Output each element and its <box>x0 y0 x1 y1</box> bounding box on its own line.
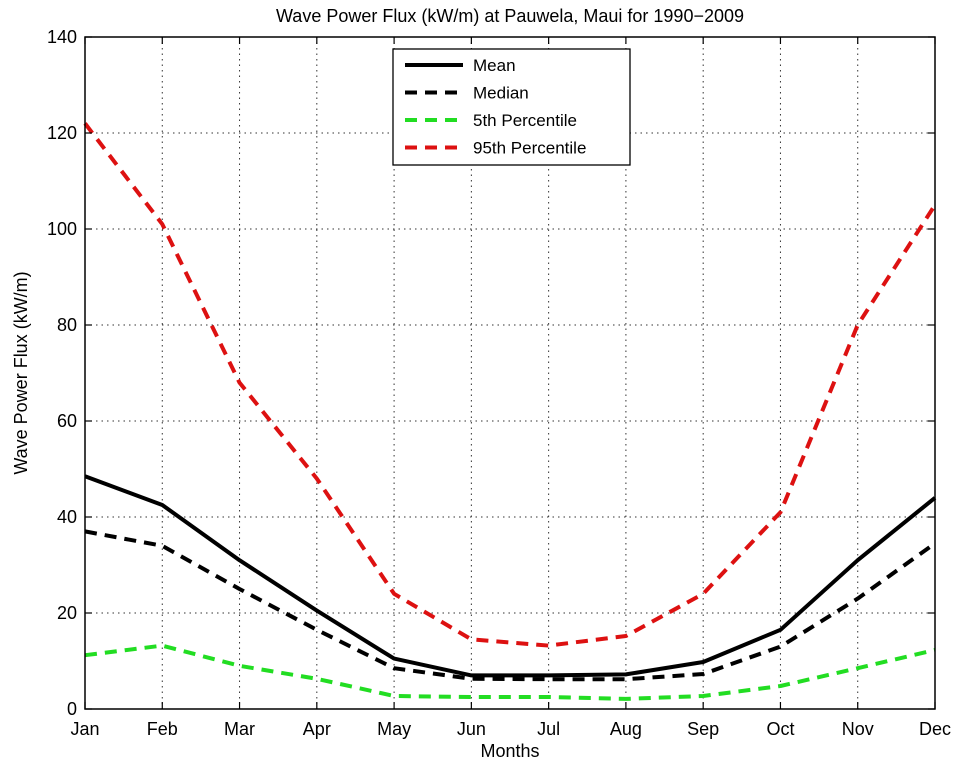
legend: Mean Median 5th Percentile 95th Percentile <box>392 48 631 166</box>
x-tick-label: Apr <box>303 719 331 739</box>
x-tick-label: Jan <box>70 719 99 739</box>
grid <box>85 37 935 709</box>
x-tick-label: May <box>377 719 411 739</box>
legend-label: Median <box>473 84 529 103</box>
x-tick-label: Dec <box>919 719 951 739</box>
x-tick-label: Aug <box>610 719 642 739</box>
y-axis-label: Wave Power Flux (kW/m) <box>11 271 31 474</box>
series-line-median <box>84 529 937 682</box>
y-tick-label: 0 <box>67 699 77 719</box>
y-tick-label: 20 <box>57 603 77 623</box>
series-line-mean <box>84 474 937 678</box>
y-tick-label: 60 <box>57 411 77 431</box>
x-tick-label: Mar <box>224 719 255 739</box>
y-tick-label: 100 <box>47 219 77 239</box>
legend-label: Mean <box>473 56 516 75</box>
series-lines <box>83 122 937 701</box>
x-tick-label: Nov <box>842 719 874 739</box>
plot-frame <box>84 36 936 710</box>
chart-title: Wave Power Flux (kW/m) at Pauwela, Maui … <box>276 6 744 26</box>
legend-label: 95th Percentile <box>473 139 586 158</box>
y-tick-label: 140 <box>47 27 77 47</box>
series-line-5th-percentile <box>84 643 936 701</box>
x-tick-label: Jun <box>457 719 486 739</box>
x-axis-label: Months <box>480 741 539 761</box>
y-tick-label: 80 <box>57 315 77 335</box>
y-tick-label: 120 <box>47 123 77 143</box>
series-line-95th-percentile <box>83 122 937 648</box>
x-tick-label: Jul <box>537 719 560 739</box>
x-tick-label: Oct <box>766 719 794 739</box>
axis-ticks: Jan Feb Mar Apr May Jun Jul Aug Sep Oct Nov Dec 0 20 4… <box>47 27 951 739</box>
x-tick-label: Feb <box>147 719 178 739</box>
x-tick-label: Sep <box>687 719 719 739</box>
legend-label: 5th Percentile <box>473 111 577 130</box>
y-tick-label: 40 <box>57 507 77 527</box>
